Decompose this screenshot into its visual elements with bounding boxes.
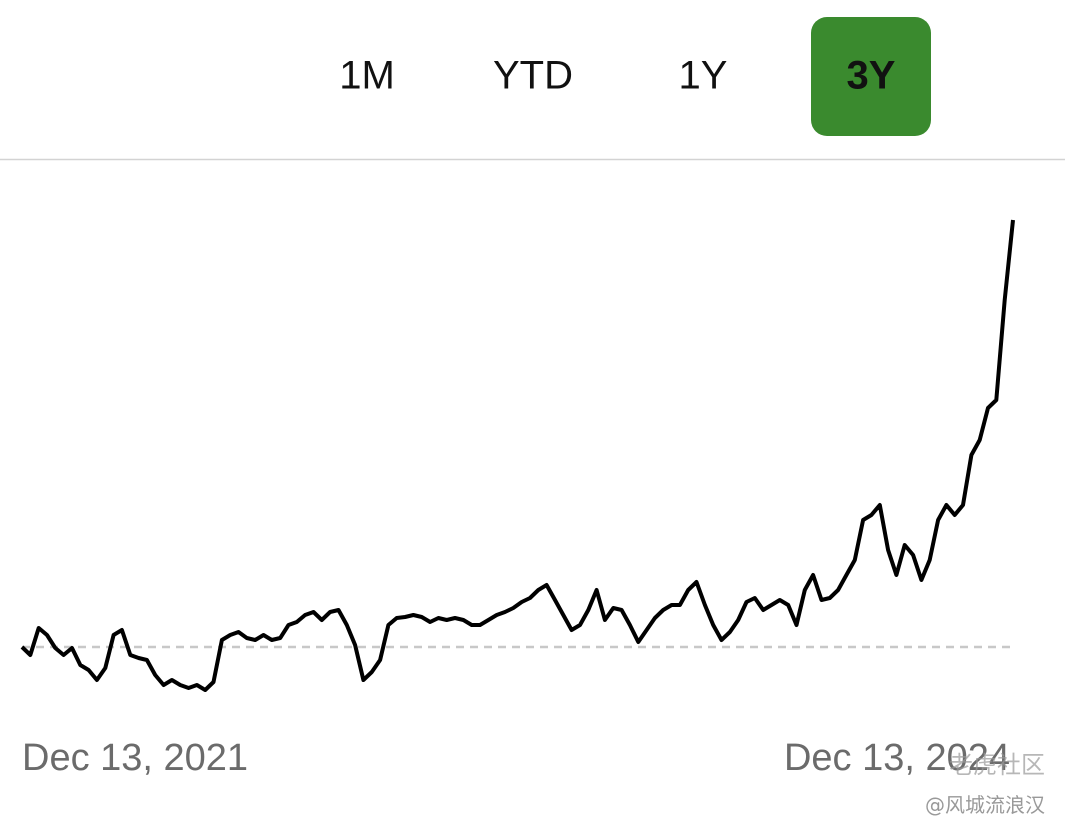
- tab[interactable]: YTD: [493, 54, 573, 98]
- tab[interactable]: 3Y: [847, 54, 896, 98]
- tab[interactable]: 1Y: [679, 54, 728, 98]
- tab-selected-bg[interactable]: [811, 17, 931, 136]
- x-axis-label: Dec 13, 2024: [784, 737, 1010, 779]
- price-line: [20, 219, 1015, 692]
- tab[interactable]: 1M: [339, 54, 395, 98]
- watermark: 老虎社区: [949, 751, 1045, 779]
- watermark: @风城流浪汉: [925, 793, 1045, 817]
- x-axis-label: Dec 13, 2021: [22, 737, 248, 779]
